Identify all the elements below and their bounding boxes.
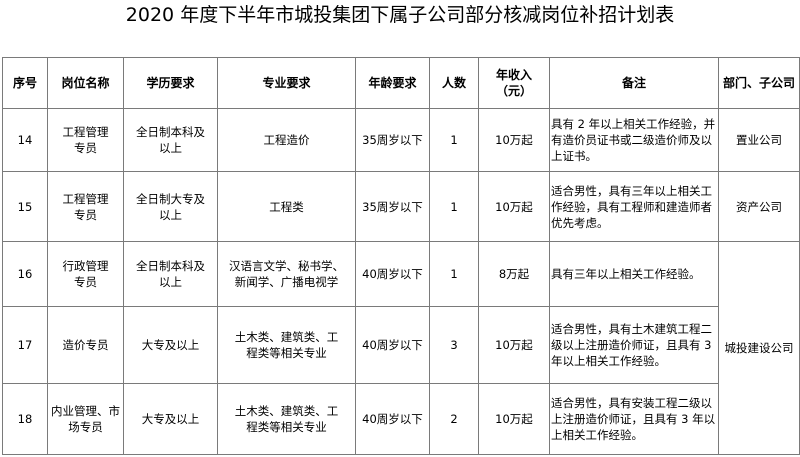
- cell-major: 土木类、建筑类、工程类等相关专业: [217, 383, 356, 455]
- cell-education: 大专及以上: [123, 306, 218, 384]
- cell-major: 工程造价: [217, 108, 356, 172]
- cell-no: 16: [2, 241, 48, 307]
- cell-note: 适合男性，具有三年以上相关工作经验，具有工程师和建造师者优先考虑。: [549, 171, 719, 242]
- cell-count: 2: [429, 383, 479, 455]
- table-row: 18 内业管理、市场专员 大专及以上 土木类、建筑类、工程类等相关专业 40周岁…: [2, 383, 800, 455]
- cell-dept: 置业公司: [718, 108, 800, 172]
- header-note: 备注: [549, 57, 719, 109]
- cell-no: 17: [2, 306, 48, 384]
- cell-note: 适合男性，具有安装工程二级以上注册造价师证，且具有 3 年以上相关工作经验。: [549, 383, 719, 455]
- cell-age: 40周岁以下: [355, 241, 430, 307]
- table-row: 14 工程管理专员 全日制本科及以上 工程造价 35周岁以下 1 10万起 具有…: [2, 108, 800, 172]
- cell-count: 1: [429, 241, 479, 307]
- cell-age: 40周岁以下: [355, 383, 430, 455]
- cell-major: 汉语言文学、秘书学、新闻学、广播电视学: [217, 241, 356, 307]
- header-income: 年收入（元）: [478, 57, 550, 109]
- cell-no: 18: [2, 383, 48, 455]
- cell-dept: 资产公司: [718, 171, 800, 242]
- cell-major: 土木类、建筑类、工程类等相关专业: [217, 306, 356, 384]
- cell-age: 35周岁以下: [355, 108, 430, 172]
- cell-position: 工程管理专员: [47, 108, 124, 172]
- cell-note: 具有三年以上相关工作经验。: [549, 241, 719, 307]
- cell-count: 3: [429, 306, 479, 384]
- header-position: 岗位名称: [47, 57, 124, 109]
- cell-major: 工程类: [217, 171, 356, 242]
- cell-no: 14: [2, 108, 48, 172]
- table-row: 16 行政管理专员 全日制本科及以上 汉语言文学、秘书学、新闻学、广播电视学 4…: [2, 241, 800, 455]
- cell-no: 15: [2, 171, 48, 242]
- cell-position: 行政管理专员: [47, 241, 124, 307]
- cell-income: 10万起: [478, 383, 550, 455]
- cell-position: 工程管理专员: [47, 171, 124, 242]
- cell-income: 10万起: [478, 108, 550, 172]
- table-header-row: 序号 岗位名称 学历要求 专业要求 年龄要求 人数 年收入（元） 备注 部门、子…: [2, 57, 800, 109]
- cell-education: 大专及以上: [123, 383, 218, 455]
- header-count: 人数: [429, 57, 479, 109]
- page-title: 2020 年度下半年市城投集团下属子公司部分核减岗位补招计划表: [125, 4, 675, 26]
- cell-note: 具有 2 年以上相关工作经验，并有造价员证书或二级造价师及以上证书。: [549, 108, 719, 172]
- cell-income: 10万起: [478, 171, 550, 242]
- cell-dept: 城投建设公司: [718, 241, 800, 455]
- cell-note: 适合男性，具有土木建筑工程二级以上注册造价师证，且具有 3 年以上相关工作经验。: [549, 306, 719, 384]
- header-dept: 部门、子公司: [718, 57, 800, 109]
- header-major: 专业要求: [217, 57, 356, 109]
- cell-education: 全日制大专及以上: [123, 171, 218, 242]
- header-education: 学历要求: [123, 57, 218, 109]
- header-age: 年龄要求: [355, 57, 430, 109]
- cell-education: 全日制本科及以上: [123, 241, 218, 307]
- header-no: 序号: [2, 57, 48, 109]
- cell-age: 35周岁以下: [355, 171, 430, 242]
- cell-income: 8万起: [478, 241, 550, 307]
- table-row: 15 工程管理专员 全日制大专及以上 工程类 35周岁以下 1 10万起 适合男…: [2, 171, 800, 242]
- recruitment-table: 序号 岗位名称 学历要求 专业要求 年龄要求 人数 年收入（元） 备注 部门、子…: [2, 57, 800, 455]
- cell-income: 10万起: [478, 306, 550, 384]
- cell-count: 1: [429, 171, 479, 242]
- table-row: 17 造价专员 大专及以上 土木类、建筑类、工程类等相关专业 40周岁以下 3 …: [2, 306, 800, 384]
- cell-position: 内业管理、市场专员: [47, 383, 124, 455]
- cell-position: 造价专员: [47, 306, 124, 384]
- cell-education: 全日制本科及以上: [123, 108, 218, 172]
- cell-age: 40周岁以下: [355, 306, 430, 384]
- cell-count: 1: [429, 108, 479, 172]
